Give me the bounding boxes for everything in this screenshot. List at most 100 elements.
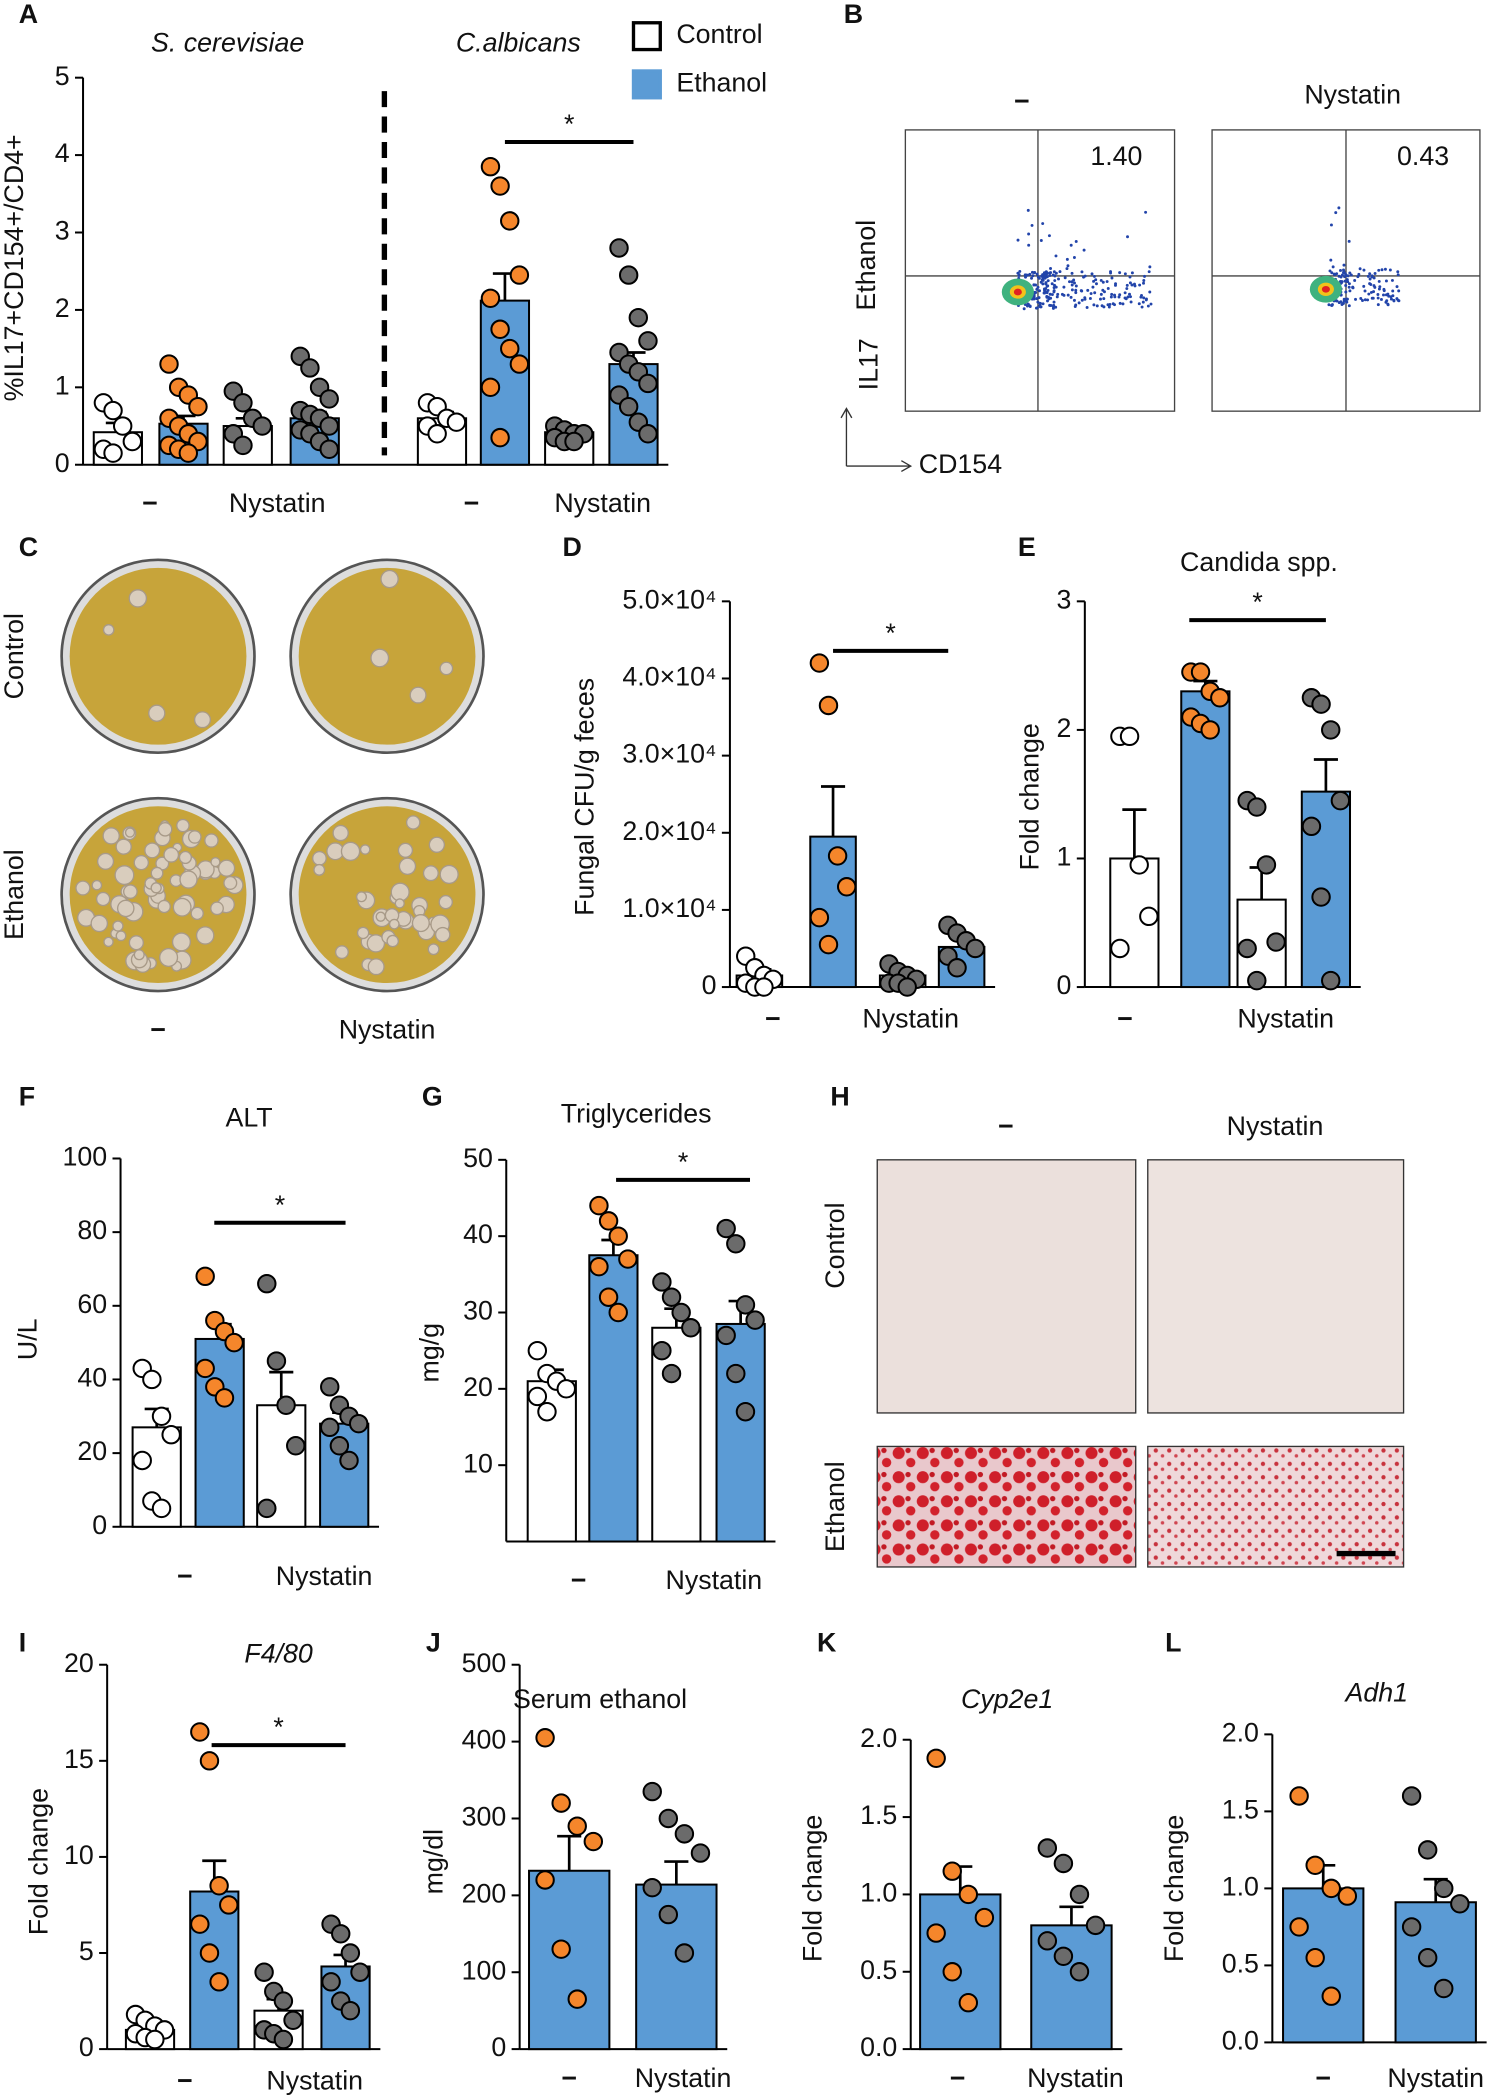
colony: [90, 914, 109, 933]
data-point: [283, 2010, 303, 2030]
data-point: [195, 1266, 215, 1287]
colony: [204, 833, 219, 848]
data-point: [195, 1358, 215, 1379]
colony: [409, 686, 427, 704]
colony: [398, 857, 417, 876]
flow-event: [1141, 300, 1145, 304]
flow-event: [1130, 283, 1134, 287]
data-point: [1311, 694, 1331, 714]
flow-event: [1327, 303, 1331, 307]
error-bar: [1122, 808, 1147, 859]
flow-event: [1099, 278, 1103, 282]
row-label: Ethanol: [851, 220, 881, 311]
data-point: [209, 1972, 229, 1992]
flow-event: [1080, 298, 1084, 302]
row-label: Ethanol: [0, 849, 29, 940]
data-point: [958, 1884, 979, 1905]
data-point: [735, 1402, 756, 1422]
data-point: [556, 1379, 576, 1399]
y-tick-label: 100: [62, 1142, 107, 1172]
flow-event: [1088, 296, 1092, 300]
colony: [114, 865, 135, 886]
flow-event: [1072, 298, 1076, 302]
y-tick-label: 0: [92, 1510, 107, 1540]
data-point: [1311, 887, 1331, 907]
flow-event: [1110, 292, 1114, 296]
data-point: [947, 958, 967, 978]
flow-event: [1109, 295, 1113, 299]
colony: [312, 850, 327, 866]
flow-event: [1094, 282, 1098, 286]
flow-event: [1148, 290, 1152, 294]
flow-event: [1362, 268, 1366, 272]
significance-label: *: [273, 1712, 283, 1742]
colony: [115, 838, 132, 855]
y-axis-label: Fungal CFU/g feces: [570, 678, 600, 916]
flow-event: [1066, 293, 1070, 297]
data-point: [132, 1450, 152, 1471]
flow-event: [1070, 288, 1074, 292]
colony: [388, 918, 400, 930]
flow-event: [1146, 304, 1150, 308]
flow-event: [1376, 296, 1380, 300]
colony: [356, 926, 370, 940]
x-category-label: Nystatin: [229, 488, 326, 518]
y-tick-label: 50: [463, 1143, 493, 1173]
data-point: [1237, 938, 1257, 959]
flow-event: [1342, 297, 1346, 301]
flow-event: [1074, 291, 1078, 295]
data-point: [598, 1211, 619, 1231]
flow-event: [1383, 267, 1387, 271]
flow-event: [1052, 300, 1056, 304]
legend-swatch: [631, 21, 662, 52]
flow-event: [1128, 281, 1132, 285]
colony: [95, 891, 111, 907]
data-point: [1037, 1931, 1058, 1951]
y-tick-label: 5: [79, 1936, 94, 1966]
flow-event: [1027, 243, 1031, 247]
y-tick-label: 4: [55, 138, 70, 168]
flow-event: [1332, 272, 1336, 276]
y-axis-label: U/L: [13, 1318, 43, 1360]
flow-event: [1372, 290, 1376, 294]
data-point: [897, 977, 917, 997]
data-point: [300, 358, 320, 378]
density-core: [1321, 285, 1330, 293]
flow-event: [1372, 284, 1376, 288]
data-point: [500, 211, 520, 231]
x-category-label: Nystatin: [554, 488, 651, 518]
colony: [157, 822, 173, 837]
significance-label: *: [1252, 587, 1262, 617]
data-point: [331, 1924, 351, 1944]
legend-label: Ethanol: [676, 67, 767, 97]
y-tick-label: 15: [64, 1744, 94, 1774]
flow-event: [1354, 297, 1357, 301]
flow-event: [1047, 234, 1051, 238]
flow-event: [1109, 270, 1113, 274]
flow-event: [1347, 304, 1351, 308]
colony: [439, 661, 454, 676]
flow-event: [1039, 238, 1043, 242]
flow-event: [1138, 283, 1142, 287]
group-label: S. cerevisiae: [151, 27, 304, 57]
quadrant-value: 1.40: [1090, 141, 1142, 171]
flow-event: [1069, 295, 1073, 299]
colony: [163, 846, 180, 863]
flow-event: [1086, 288, 1090, 292]
y-tick-label: 20: [77, 1436, 107, 1466]
flow-event: [1348, 271, 1352, 275]
flow-event: [1026, 208, 1030, 212]
data-point: [145, 2029, 165, 2050]
y-tick-label: 0: [55, 448, 70, 478]
flow-event: [1358, 267, 1362, 271]
data-point: [233, 435, 253, 456]
flow-event: [1049, 267, 1053, 270]
chart-title: Serum ethanol: [513, 1684, 687, 1714]
flow-event: [1069, 243, 1073, 247]
data-point: [1401, 1786, 1422, 1806]
flow-event: [1344, 284, 1348, 287]
y-tick-label: 2.0×10⁴: [622, 816, 716, 846]
x-category-label: Nystatin: [635, 2063, 732, 2093]
plate-agar: [298, 806, 476, 984]
data-point: [1053, 1853, 1074, 1874]
